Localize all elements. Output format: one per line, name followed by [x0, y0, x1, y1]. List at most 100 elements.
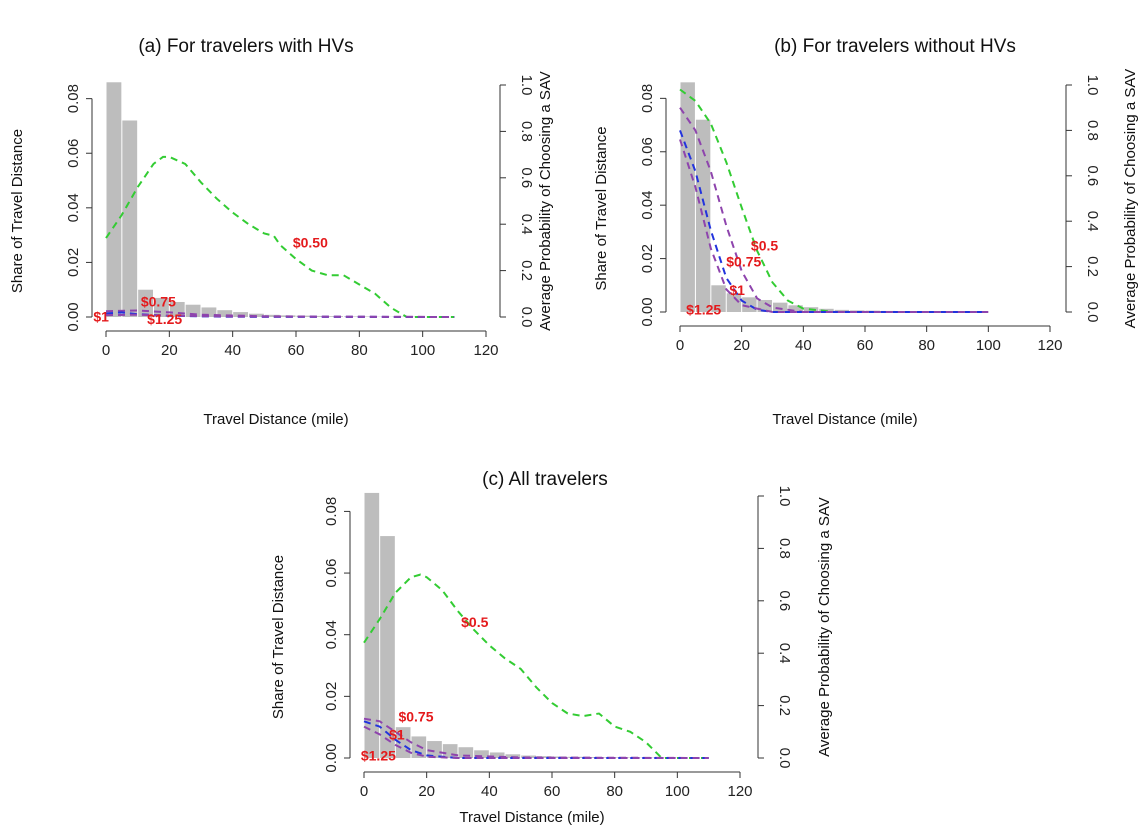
y-axis-title: Share of Travel Distance: [270, 555, 287, 719]
bar: [217, 310, 233, 317]
series-label: $0.5: [751, 238, 778, 254]
y2-tick-label: 0.6: [1084, 165, 1101, 186]
y2-tick-label: 0.6: [776, 590, 793, 611]
y2-tick-label: 0.4: [776, 643, 793, 664]
y-tick-label: 0.06: [639, 137, 656, 166]
bar: [106, 82, 122, 317]
bar: [742, 297, 757, 312]
y-tick-label: 0.00: [323, 743, 340, 772]
chart-title: (a) For travelers with HVs: [138, 36, 353, 57]
bar: [505, 754, 521, 758]
y-tick-label: 0.04: [65, 193, 82, 222]
series-line: [679, 107, 989, 313]
y2-axis-title: Average Probability of Choosing a SAV: [537, 71, 554, 331]
y2-tick-label: 0.0: [1084, 302, 1101, 323]
bar: [359, 316, 375, 317]
bar: [122, 120, 138, 317]
y-tick-label: 0.04: [639, 191, 656, 220]
y-axis-title: Share of Travel Distance: [593, 126, 610, 290]
series-line: [363, 717, 709, 759]
bar: [536, 756, 552, 758]
y-tick-label: 0.02: [323, 682, 340, 711]
bar: [312, 315, 328, 317]
series-label: $0.75: [141, 294, 176, 310]
series-line: [679, 130, 989, 313]
x-tick-label: 0: [360, 783, 368, 800]
y2-tick-label: 0.4: [1084, 211, 1101, 232]
x-tick-label: 120: [727, 783, 752, 800]
series-line: [679, 139, 989, 313]
y2-tick-label: 1.0: [1084, 75, 1101, 96]
y2-tick-label: 0.8: [1084, 120, 1101, 141]
y2-tick-label: 0.8: [518, 121, 535, 142]
y-tick-label: 0.06: [323, 558, 340, 587]
y-tick-label: 0.00: [65, 302, 82, 331]
x-tick-label: 20: [733, 337, 750, 354]
series-line: [363, 573, 709, 759]
x-tick-label: 60: [544, 783, 561, 800]
series-label: $1: [389, 727, 405, 743]
x-tick-label: 100: [976, 337, 1001, 354]
bar: [773, 302, 788, 312]
series-label: $1.25: [686, 301, 721, 317]
bar: [427, 741, 442, 758]
bar: [458, 747, 474, 758]
x-axis-title: Travel Distance (mile): [203, 411, 348, 428]
y2-tick-label: 1.0: [518, 75, 535, 96]
x-tick-label: 120: [1037, 337, 1062, 354]
x-tick-label: 0: [676, 337, 684, 354]
y2-tick-label: 0.4: [518, 214, 535, 235]
x-tick-label: 60: [288, 342, 305, 359]
x-axis-title: Travel Distance (mile): [772, 411, 917, 428]
y2-tick-label: 1.0: [776, 486, 793, 507]
chart-title: (c) All travelers: [482, 469, 608, 490]
chart-panel-b: (b) For travelers without HVs0.000.020.0…: [593, 36, 1139, 428]
bar: [201, 307, 217, 317]
y-axis-title: Share of Travel Distance: [9, 129, 26, 293]
x-tick-label: 80: [351, 342, 368, 359]
y2-tick-label: 0.0: [776, 748, 793, 769]
y2-tick-label: 0.6: [518, 167, 535, 188]
series-label: $0.75: [398, 708, 433, 724]
bar: [680, 82, 695, 313]
series-line: [105, 313, 455, 318]
y-tick-label: 0.00: [639, 297, 656, 326]
y2-tick-label: 0.2: [1084, 256, 1101, 277]
y2-tick-label: 0.2: [776, 695, 793, 716]
chart-title: (b) For travelers without HVs: [774, 36, 1016, 57]
bar: [711, 285, 726, 312]
x-axis-title: Travel Distance (mile): [459, 809, 604, 826]
y-tick-label: 0.06: [65, 139, 82, 168]
series-label: $0.75: [726, 254, 761, 270]
bar: [380, 536, 395, 758]
x-tick-label: 20: [161, 342, 178, 359]
bar: [474, 750, 489, 758]
y-tick-label: 0.08: [639, 84, 656, 113]
bar: [489, 752, 505, 758]
series-label: $1: [93, 309, 109, 325]
x-tick-label: 100: [410, 342, 435, 359]
series-label: $0.5: [461, 614, 488, 630]
series-label: $0.50: [293, 234, 328, 250]
x-tick-label: 80: [606, 783, 623, 800]
series-line: [105, 311, 455, 318]
x-tick-label: 100: [665, 783, 690, 800]
y2-tick-label: 0.0: [518, 307, 535, 328]
x-tick-label: 0: [102, 342, 110, 359]
bar: [364, 492, 380, 758]
series-line: [363, 720, 709, 759]
bar: [138, 289, 153, 317]
y-tick-label: 0.08: [65, 84, 82, 113]
x-tick-label: 40: [795, 337, 812, 354]
y2-axis-title: Average Probability of Choosing a SAV: [1122, 69, 1139, 329]
x-tick-label: 40: [481, 783, 498, 800]
y-tick-label: 0.08: [323, 497, 340, 526]
series-line: [679, 88, 989, 313]
series-label: $1.25: [147, 311, 182, 327]
bar: [264, 314, 280, 317]
bar: [695, 119, 711, 312]
bar: [726, 293, 742, 312]
x-tick-label: 20: [418, 783, 435, 800]
series-line: [105, 155, 455, 318]
x-tick-label: 80: [918, 337, 935, 354]
